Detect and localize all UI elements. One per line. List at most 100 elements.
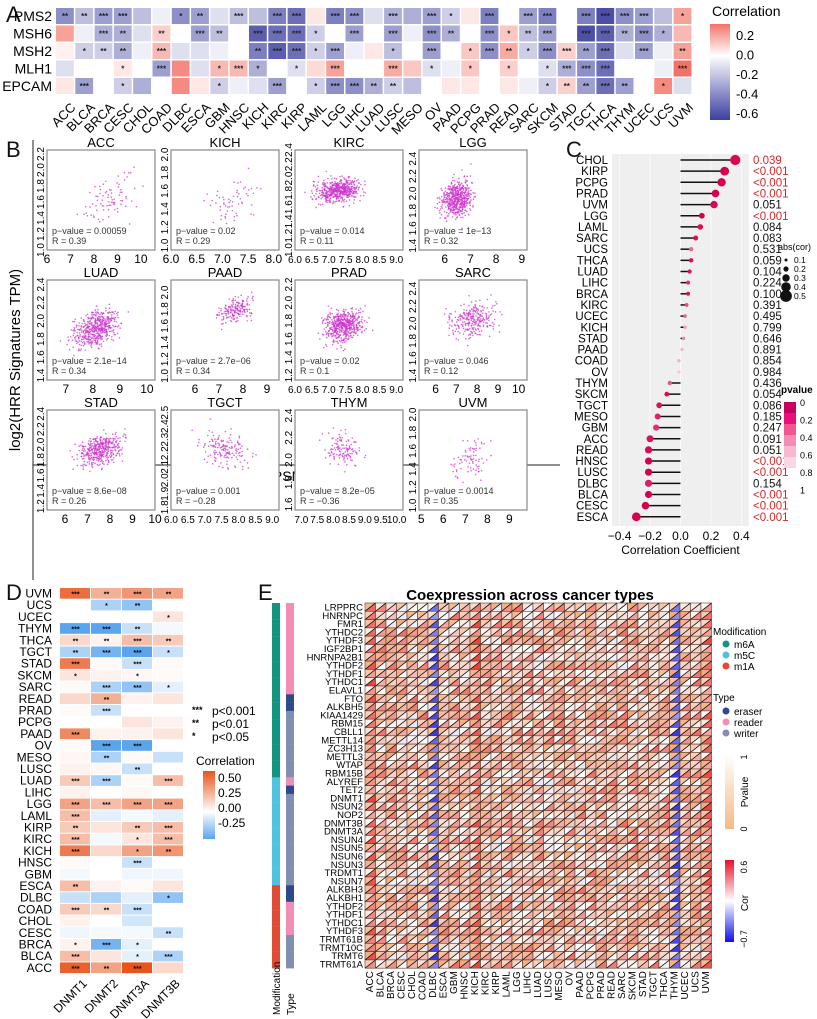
data-point xyxy=(100,203,102,205)
data-point xyxy=(445,197,448,199)
data-point xyxy=(103,449,106,452)
data-point xyxy=(473,313,475,315)
heatmap-cell xyxy=(519,60,537,77)
data-point xyxy=(242,308,245,311)
r-value-text: R = 0.32 xyxy=(424,236,458,246)
heatmap-cell xyxy=(499,60,518,77)
r-value-text: R = −0.28 xyxy=(176,496,216,506)
data-point xyxy=(362,191,365,193)
data-point xyxy=(112,324,114,327)
data-point xyxy=(101,449,103,452)
data-point xyxy=(112,461,115,464)
data-point xyxy=(350,181,352,184)
data-point xyxy=(82,320,85,322)
significance-mark: * xyxy=(121,82,125,91)
data-point xyxy=(472,314,475,317)
cell-diagonal xyxy=(480,635,492,645)
cell-diagonal xyxy=(564,635,576,645)
data-point xyxy=(340,316,343,319)
heatmap-cell xyxy=(153,845,183,857)
lollipop-dot xyxy=(710,200,718,209)
data-point xyxy=(90,462,93,464)
row-label: ESCA xyxy=(577,512,609,524)
significance-mark: *** xyxy=(292,47,302,56)
data-point xyxy=(89,338,92,341)
data-point xyxy=(79,328,82,330)
data-point xyxy=(476,318,479,321)
y-tick: 1.2 xyxy=(160,352,171,366)
row-label: SKCM xyxy=(575,389,608,401)
cor-triangle xyxy=(417,611,428,620)
data-point xyxy=(226,445,229,447)
heatmap-cell xyxy=(122,646,152,658)
heatmap-cell xyxy=(538,60,557,77)
heatmap-cell xyxy=(153,681,183,693)
heatmap-cell xyxy=(635,60,653,77)
data-point xyxy=(436,207,439,209)
y-tick: 1.6 xyxy=(408,444,419,458)
heatmap-cell xyxy=(122,623,152,634)
data-point xyxy=(452,470,454,473)
data-point xyxy=(218,451,221,454)
significance-mark: *** xyxy=(620,12,630,21)
data-point xyxy=(448,314,450,317)
data-point xyxy=(343,187,345,189)
data-point xyxy=(343,185,346,187)
data-point xyxy=(494,311,497,313)
data-point xyxy=(361,188,364,190)
significance-mark: *** xyxy=(133,685,141,692)
data-point xyxy=(465,337,467,340)
data-point xyxy=(101,199,104,201)
type-annotation xyxy=(286,619,294,629)
data-point xyxy=(246,462,249,464)
y-tick: 1.0 xyxy=(36,243,47,257)
data-point xyxy=(92,311,94,314)
cell-diagonal xyxy=(543,602,555,612)
p-value-label: 0.495 xyxy=(753,311,782,323)
data-point xyxy=(455,211,457,214)
significance-mark: ** xyxy=(104,755,110,762)
x-tick: 8 xyxy=(107,512,114,526)
data-point xyxy=(471,458,473,461)
heatmap-cell xyxy=(306,25,325,42)
heatmap-cell xyxy=(364,60,383,77)
lollipop-dot xyxy=(644,457,653,465)
data-point xyxy=(243,310,246,313)
chart-title: Coexpression across cancer types xyxy=(406,587,654,604)
pvalue-triangle xyxy=(491,627,502,637)
data-point xyxy=(111,441,114,443)
data-point xyxy=(219,446,222,449)
x-tick: 5 xyxy=(418,512,425,526)
data-point xyxy=(325,190,328,193)
y-tick: 1.6 xyxy=(36,468,47,482)
cell-diagonal xyxy=(501,602,513,612)
lollipop-dot xyxy=(730,154,741,166)
data-point xyxy=(327,334,330,336)
data-point xyxy=(460,187,462,190)
data-point xyxy=(110,449,112,451)
heatmap-cell xyxy=(91,880,121,892)
data-point xyxy=(363,329,366,332)
data-point xyxy=(450,183,453,185)
y-tick: 2.0 xyxy=(36,437,47,451)
data-point xyxy=(329,197,332,199)
data-point xyxy=(98,448,101,451)
data-point xyxy=(121,191,123,193)
significance-mark: *** xyxy=(601,65,611,74)
cor-triangle xyxy=(396,603,407,612)
cor-triangle xyxy=(512,611,523,620)
significance-mark: * xyxy=(449,12,453,21)
data-point xyxy=(472,206,474,208)
data-point xyxy=(354,177,356,179)
x-tick: −0.4 xyxy=(608,529,632,543)
data-point xyxy=(477,323,480,325)
cell-diagonal xyxy=(417,627,429,637)
heatmap-cell xyxy=(615,43,634,59)
cell-diagonal xyxy=(501,635,513,645)
row-label: HNSC xyxy=(575,456,608,468)
data-point xyxy=(123,179,126,181)
data-point xyxy=(453,204,455,206)
cor-triangle xyxy=(554,603,565,612)
pvalue-triangle xyxy=(648,636,659,645)
significance-mark: *** xyxy=(273,12,283,21)
